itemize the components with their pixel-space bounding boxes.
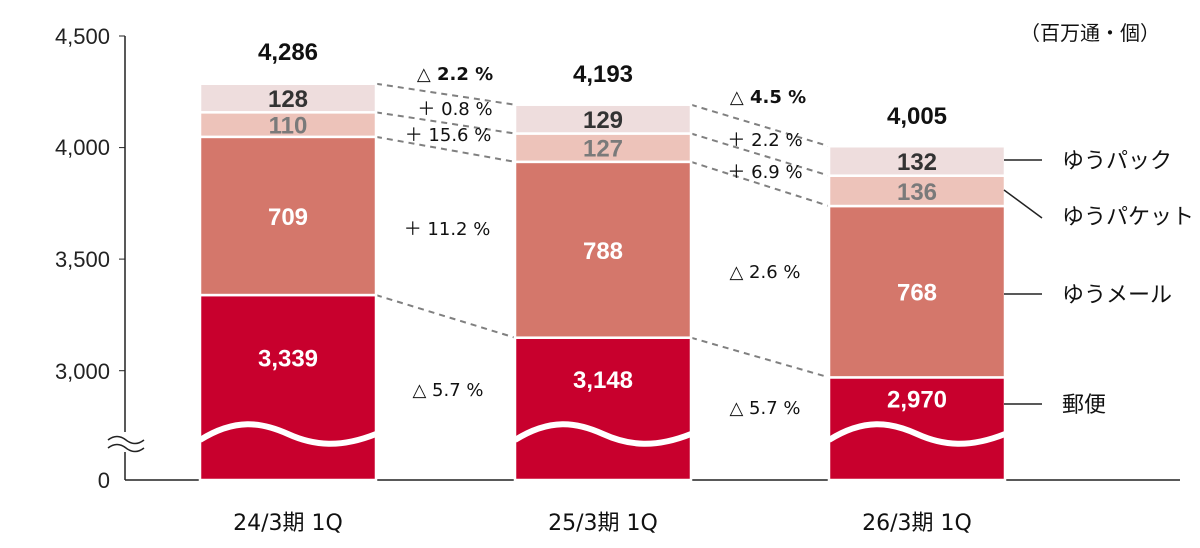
change-mail-label: △ 2.6 % bbox=[729, 262, 800, 283]
y-tick-label: 3,000 bbox=[55, 359, 110, 384]
total-label: 4,193 bbox=[573, 61, 633, 88]
change-pack-label: ＋ 2.2 % bbox=[727, 130, 802, 151]
connector-line bbox=[375, 294, 516, 339]
change-postal-label: △ 5.7 % bbox=[729, 398, 800, 419]
legend-item-pack: ゆうパック bbox=[1062, 149, 1172, 174]
segment-value-label: 3,148 bbox=[573, 367, 633, 394]
change-postal-label: △ 5.7 % bbox=[412, 380, 483, 401]
segment-value-label: 768 bbox=[897, 280, 937, 307]
bar-segment-pack bbox=[827, 144, 1007, 177]
change-mail-label: ＋ 11.2 % bbox=[404, 219, 491, 240]
legend-item-packet: ゆうパケット bbox=[1062, 205, 1194, 230]
connector-line bbox=[690, 103, 830, 148]
segment-value-label: 127 bbox=[583, 136, 623, 163]
legend: ゆうパック ゆうパケット ゆうメール 郵便 bbox=[1003, 149, 1194, 418]
connector-line bbox=[375, 135, 516, 163]
connector-line bbox=[690, 132, 830, 177]
axis-break-icon bbox=[107, 432, 145, 453]
segment-value-label: 3,339 bbox=[258, 346, 318, 373]
bar-segment-packet bbox=[198, 111, 378, 139]
segment-value-label: 788 bbox=[583, 238, 623, 265]
y-tick-label: 4,500 bbox=[55, 24, 110, 49]
connector-line bbox=[690, 336, 830, 379]
total-label: 4,286 bbox=[258, 39, 318, 66]
segment-value-label: 129 bbox=[583, 107, 623, 134]
segment-value-label: 132 bbox=[897, 149, 937, 176]
y-tick-label: 0 bbox=[98, 468, 110, 493]
axis-break-wave bbox=[198, 421, 378, 447]
bar-segment-pack bbox=[513, 103, 693, 135]
bar-segment-pack bbox=[198, 82, 378, 114]
bar-segment-postal bbox=[198, 293, 378, 482]
y-tick-label: 3,500 bbox=[55, 247, 110, 272]
change-total-label: △ 2.2 % bbox=[417, 64, 493, 85]
unit-label: （百万通・個） bbox=[1020, 21, 1160, 45]
connector-line bbox=[375, 82, 516, 106]
bar-segment-mail bbox=[198, 135, 378, 297]
axis-break-wave bbox=[513, 421, 693, 447]
segment-value-label: 709 bbox=[268, 204, 308, 231]
total-label: 4,005 bbox=[887, 103, 947, 130]
connector-line bbox=[375, 111, 516, 135]
segment-value-label: 128 bbox=[268, 86, 308, 113]
connector-line bbox=[690, 160, 830, 207]
change-packet-label: ＋ 6.9 % bbox=[727, 162, 802, 183]
segment-value-label: 136 bbox=[897, 179, 937, 206]
segment-value-label: 110 bbox=[269, 113, 308, 140]
x-category-label: 25/3期 1Q bbox=[548, 511, 658, 536]
x-category-label: 26/3期 1Q bbox=[862, 511, 972, 536]
change-packet-label: ＋ 15.6 % bbox=[405, 125, 492, 146]
legend-item-mail: ゆうメール bbox=[1062, 283, 1172, 308]
bar-segment-packet bbox=[513, 132, 693, 164]
bars bbox=[198, 82, 1007, 482]
segment-value-label: 2,970 bbox=[887, 387, 947, 414]
y-tick-label: 4,000 bbox=[55, 135, 110, 160]
change-total-label: △ 4.5 % bbox=[730, 87, 806, 108]
legend-item-postal: 郵便 bbox=[1062, 393, 1106, 418]
bar-segment-postal bbox=[513, 336, 693, 482]
change-pack-label: ＋ 0.8 % bbox=[417, 99, 492, 120]
axis-break-wave bbox=[827, 421, 1007, 447]
bar-segment-mail bbox=[513, 160, 693, 339]
connector-lines bbox=[375, 82, 830, 379]
x-category-label: 24/3期 1Q bbox=[233, 511, 343, 536]
